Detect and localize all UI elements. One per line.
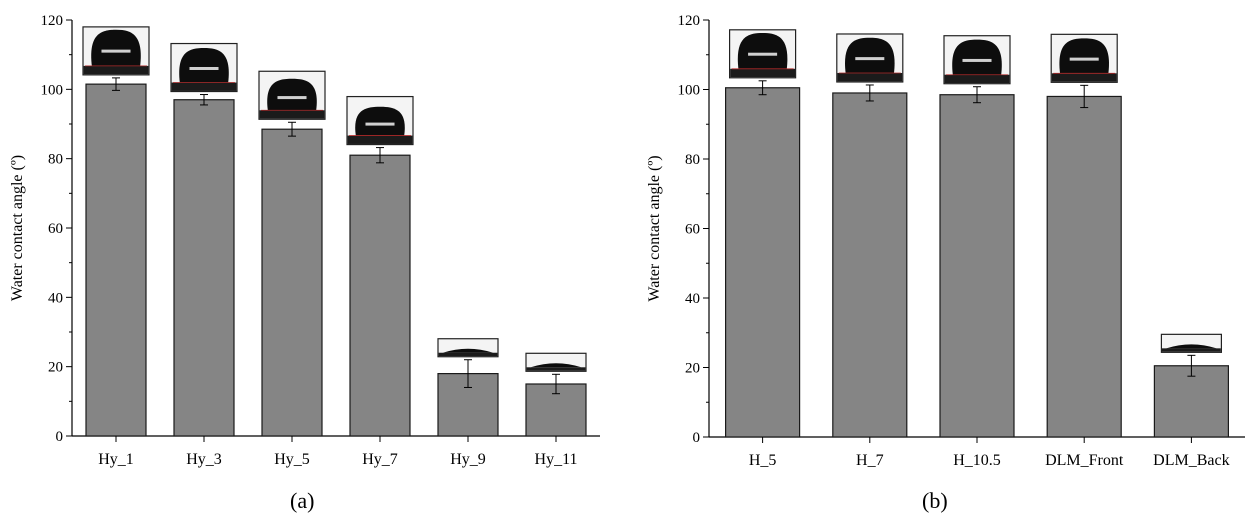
y-tick-label: 120 [41,13,64,29]
y-tick-label: 60 [685,222,700,238]
y-axis-label: Water contact angle (º) [646,155,663,301]
inset-substrate [730,68,795,78]
x-tick-label-Hy_7: Hy_7 [362,451,398,468]
inset-substrate [438,352,498,357]
inset-droplet [845,37,895,73]
droplet-inset-H_7 [836,33,904,83]
inset-substrate [837,72,903,82]
droplet-inset-H_5 [728,29,797,79]
bar-DLM_Back [1153,365,1230,438]
inset-substrate [171,82,237,91]
y-tick-label: 60 [48,221,63,237]
droplet-inset-Hy_9 [437,338,499,358]
inset-highlight [189,66,219,70]
panel-label-b: (b) [922,488,948,513]
inset-droplet [91,29,141,66]
inset-highlight [855,57,885,61]
inset-droplet [530,363,582,368]
y-tick-label: 20 [48,360,63,376]
x-tick-label-Hy_3: Hy_3 [186,451,222,468]
y-tick-label: 40 [48,290,63,306]
bar-DLM_Front [1046,95,1122,438]
bar-H_7 [832,92,908,438]
y-tick-label: 0 [693,430,701,446]
inset-droplet [1166,344,1217,349]
inset-substrate [259,110,325,119]
inset-substrate [944,74,1010,84]
inset-substrate [1051,73,1117,82]
panel-label-a: (a) [290,488,315,513]
chart-b: 0 20 40 60 80 100 120 Water contact angle (º) H_… [646,13,1245,469]
inset-droplet [442,348,494,353]
x-tick-label-H_7: H_7 [856,452,884,469]
inset-highlight [101,49,131,53]
droplet-inset-H_10.5 [943,35,1011,85]
inset-highlight [748,52,778,56]
inset-highlight [277,96,307,100]
x-tick-label-Hy_11: Hy_11 [535,451,578,468]
x-tick-label-Hy_9: Hy_9 [450,451,486,468]
x-tick-label-DLM_Back: DLM_Back [1153,452,1229,469]
y-tick-label: 120 [678,13,701,29]
y-axis-label: Water contact angle (º) [9,155,26,301]
droplet-inset-Hy_7 [346,95,414,146]
inset-droplet [267,78,317,111]
droplet-inset-Hy_1 [82,26,150,76]
y-tick-label: 80 [48,152,63,168]
y-tick-label: 80 [685,152,700,168]
x-tick-label-DLM_Front: DLM_Front [1045,452,1124,469]
inset-droplet [1059,38,1109,74]
bar-Hy_7 [349,154,411,437]
y-tick-label: 20 [685,361,700,377]
chart-a: 0 20 40 60 80 100 120 Water contact angle (º) Hy… [9,13,600,468]
x-tick-label-Hy_5: Hy_5 [274,451,310,468]
bar-Hy_1 [85,83,147,437]
inset-substrate [83,65,149,75]
bar-Hy_3 [173,99,235,437]
y-tick-label: 0 [56,429,64,445]
inset-droplet [737,33,788,69]
bar-H_10.5 [939,94,1015,438]
droplet-inset-DLM_Front [1050,33,1118,83]
droplet-inset-Hy_5 [258,70,326,120]
y-tick-label: 40 [685,291,700,307]
inset-highlight [962,58,992,62]
inset-droplet [355,106,405,136]
inset-highlight [1069,57,1099,61]
inset-droplet [952,39,1002,75]
x-tick-label-H_5: H_5 [749,452,777,469]
y-tick-label: 100 [678,83,701,99]
inset-droplet [179,47,229,83]
inset-substrate [1162,348,1221,352]
inset-substrate [347,135,413,144]
inset-substrate [526,367,586,371]
x-tick-label-Hy_1: Hy_1 [98,451,134,468]
droplet-inset-Hy_11 [525,352,587,372]
y-tick-label: 100 [41,82,64,98]
bar-H_5 [724,87,801,438]
inset-highlight [365,122,395,126]
bar-Hy_5 [261,128,323,437]
droplet-inset-Hy_3 [170,42,238,93]
droplet-inset-DLM_Back [1160,333,1223,353]
x-tick-label-H_10.5: H_10.5 [953,452,1001,469]
